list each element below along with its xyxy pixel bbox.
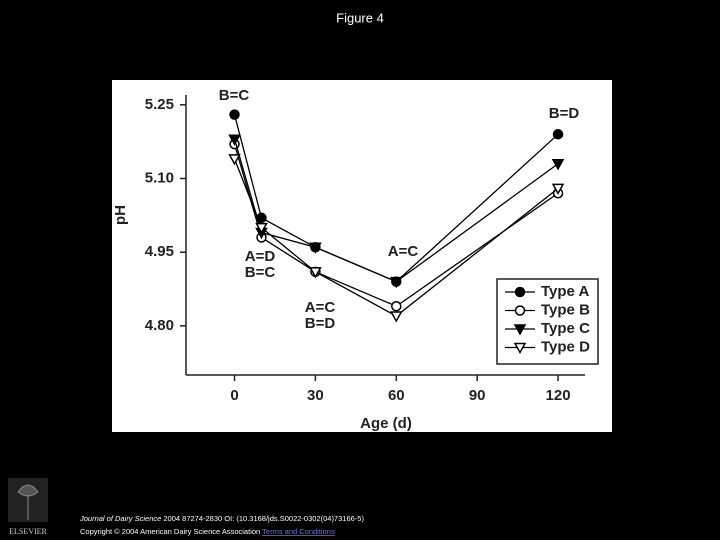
y-tick-label: 4.80 (145, 317, 174, 334)
copyright-text: Copyright © 2004 American Dairy Science … (80, 527, 260, 536)
legend-box (496, 278, 599, 365)
logo-tree-shape (17, 484, 39, 520)
y-tick-label: 5.25 (145, 96, 174, 113)
legend-marker (514, 286, 526, 298)
marker (551, 183, 565, 195)
x-tick-label: 60 (388, 387, 405, 404)
slide-title: Figure 4 (336, 10, 384, 25)
annotation: A=D (245, 248, 276, 265)
publisher-logo: ELSEVIER (8, 478, 48, 536)
marker (551, 159, 565, 171)
y-axis-label: pH (112, 205, 129, 225)
marker (309, 267, 322, 279)
legend-marker (513, 324, 527, 336)
marker (390, 311, 403, 323)
marker (390, 276, 403, 289)
series (228, 154, 565, 323)
annotation: B=D (549, 105, 580, 122)
annotation: A=C (388, 243, 419, 260)
x-tick-label: 90 (469, 387, 486, 404)
legend-marker (514, 305, 526, 316)
annotation: B=D (305, 315, 336, 332)
series (228, 134, 565, 289)
y-tick-label: 5.10 (145, 169, 174, 186)
annotation: A=C (305, 299, 336, 316)
legend-label: Type A (541, 283, 590, 300)
annotation: B=C (245, 264, 276, 281)
terms-link[interactable]: Terms and Conditions (262, 527, 335, 536)
y-tick-label: 4.95 (145, 243, 174, 260)
citation-text: 2004 87274-2830 OI: (10.3168/jds.S0022-0… (163, 514, 364, 523)
x-tick-label: 30 (307, 387, 324, 404)
marker (391, 300, 402, 312)
legend-marker (513, 342, 527, 355)
legend-label: Type D (541, 338, 590, 355)
marker (228, 154, 241, 166)
x-tick-label: 0 (230, 387, 238, 404)
x-tick-label: 120 (546, 387, 571, 404)
marker (552, 129, 564, 140)
x-axis-label: Age (d) (360, 415, 412, 432)
marker (309, 242, 322, 254)
copyright: Copyright © 2004 American Dairy Science … (80, 527, 335, 536)
legend-label: Type B (541, 301, 590, 318)
citation: Journal of Dairy Science 2004 87274-2830… (79, 514, 364, 523)
annotation: B=C (219, 87, 250, 104)
marker (229, 109, 240, 120)
marker (228, 134, 241, 146)
marker (255, 222, 268, 235)
legend-label: Type C (541, 320, 590, 337)
figure-panel (112, 80, 612, 432)
journal-name: Journal of Dairy Science (79, 514, 161, 523)
logo-text: ELSEVIER (9, 527, 47, 536)
